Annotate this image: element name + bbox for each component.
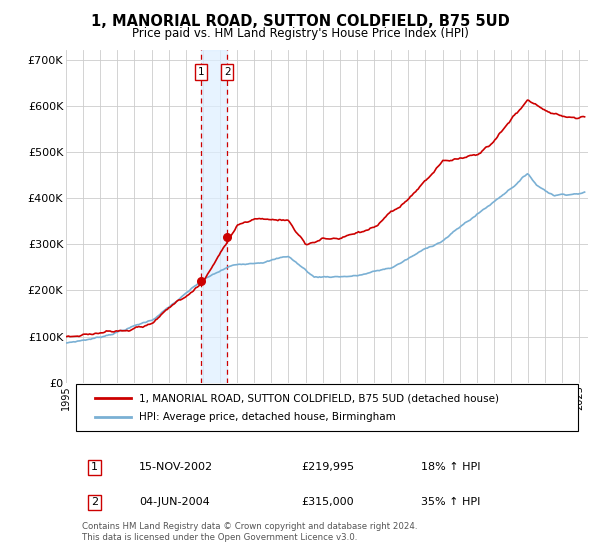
Text: Contains HM Land Registry data © Crown copyright and database right 2024.
This d: Contains HM Land Registry data © Crown c…	[82, 522, 417, 542]
Text: £315,000: £315,000	[301, 497, 353, 507]
Text: Price paid vs. HM Land Registry's House Price Index (HPI): Price paid vs. HM Land Registry's House …	[131, 27, 469, 40]
Text: 2: 2	[224, 67, 230, 77]
Text: £219,995: £219,995	[301, 463, 354, 473]
Text: 04-JUN-2004: 04-JUN-2004	[139, 497, 210, 507]
Text: HPI: Average price, detached house, Birmingham: HPI: Average price, detached house, Birm…	[139, 412, 396, 422]
Text: 1, MANORIAL ROAD, SUTTON COLDFIELD, B75 5UD (detached house): 1, MANORIAL ROAD, SUTTON COLDFIELD, B75 …	[139, 393, 499, 403]
Text: 2: 2	[91, 497, 98, 507]
Text: 18% ↑ HPI: 18% ↑ HPI	[421, 463, 481, 473]
Text: 1: 1	[91, 463, 98, 473]
Text: 35% ↑ HPI: 35% ↑ HPI	[421, 497, 481, 507]
Text: 1, MANORIAL ROAD, SUTTON COLDFIELD, B75 5UD: 1, MANORIAL ROAD, SUTTON COLDFIELD, B75 …	[91, 14, 509, 29]
Text: 1: 1	[197, 67, 204, 77]
Text: 15-NOV-2002: 15-NOV-2002	[139, 463, 213, 473]
Bar	[201, 50, 227, 382]
FancyBboxPatch shape	[76, 384, 578, 431]
